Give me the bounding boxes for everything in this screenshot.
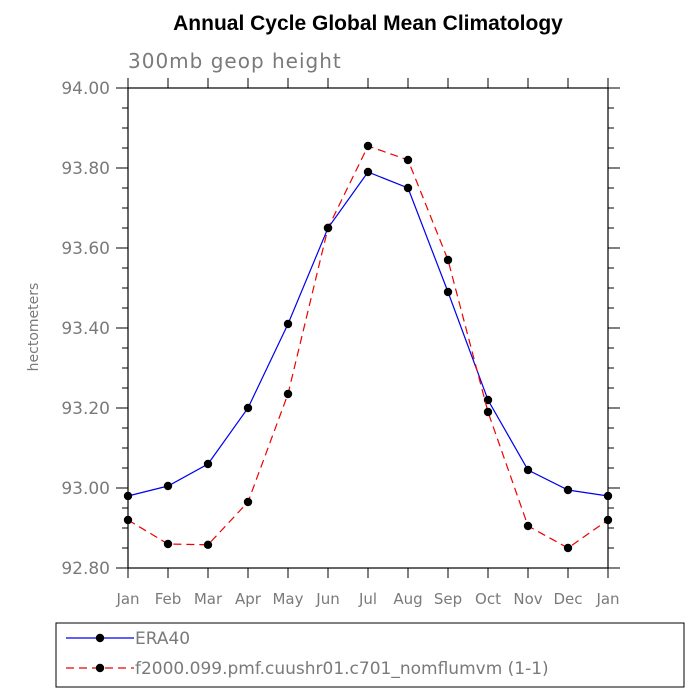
y-tick-label: 93.00 bbox=[61, 479, 110, 499]
data-point bbox=[483, 407, 493, 417]
data-point bbox=[163, 481, 173, 491]
data-point bbox=[283, 389, 293, 399]
chart-subtitle: 300mb geop height bbox=[128, 49, 342, 73]
data-point bbox=[523, 521, 533, 531]
data-point bbox=[443, 287, 453, 297]
data-point bbox=[563, 543, 573, 553]
x-tick-label: Apr bbox=[235, 590, 262, 608]
plot-frame bbox=[127, 87, 609, 569]
y-tick-label: 94.00 bbox=[61, 79, 110, 99]
y-axis-label: hectometers bbox=[26, 283, 42, 372]
y-tick-label: 93.60 bbox=[61, 239, 110, 259]
series-1 bbox=[123, 167, 613, 501]
data-point bbox=[283, 319, 293, 329]
legend-marker bbox=[95, 663, 105, 673]
x-tick-label: Dec bbox=[553, 590, 582, 608]
data-point bbox=[243, 497, 253, 507]
x-tick-label: Jun bbox=[315, 590, 339, 608]
series-2 bbox=[123, 141, 613, 553]
data-point bbox=[363, 167, 373, 177]
data-point bbox=[203, 459, 213, 469]
x-tick-label: May bbox=[272, 590, 303, 608]
series-line bbox=[127, 171, 609, 497]
x-tick-label: Oct bbox=[475, 590, 501, 608]
data-point bbox=[403, 183, 413, 193]
y-tick-label: 92.80 bbox=[61, 559, 110, 579]
data-point bbox=[443, 255, 453, 265]
x-tick-label: Aug bbox=[393, 590, 422, 608]
legend-label: ERA40 bbox=[135, 629, 190, 649]
x-tick-labels: Jan Feb Mar Apr May Jun Jul Aug Sep Oct Nov Dec Jan bbox=[115, 590, 619, 608]
legend-box bbox=[55, 622, 685, 688]
legend: ERA40 f2000.099.pmf.cuushr01.c701_nomflum… bbox=[55, 622, 685, 688]
x-tick-label: Mar bbox=[194, 590, 223, 608]
x-tick-label: Feb bbox=[155, 590, 182, 608]
data-point bbox=[203, 540, 213, 549]
chart-title: Annual Cycle Global Mean Climatology bbox=[173, 12, 563, 35]
series-line bbox=[127, 145, 609, 549]
y-tick-label: 93.80 bbox=[61, 159, 110, 179]
legend-entry: ERA40 bbox=[66, 629, 190, 649]
x-tick-label: Nov bbox=[513, 590, 542, 608]
data-point bbox=[403, 155, 413, 165]
legend-label: f2000.099.pmf.cuushr01.c701_nomflumvm (1… bbox=[135, 659, 549, 679]
legend-entry: f2000.099.pmf.cuushr01.c701_nomflumvm (1… bbox=[66, 659, 549, 679]
x-tick-label: Jan bbox=[595, 590, 619, 608]
data-point bbox=[163, 539, 173, 549]
x-tick-label: Jan bbox=[115, 590, 139, 608]
y-tick-labels: 92.80 93.00 93.20 93.40 93.60 93.80 94.00 bbox=[61, 79, 110, 579]
data-point bbox=[323, 223, 333, 233]
series-group bbox=[123, 141, 613, 553]
data-point bbox=[563, 485, 573, 495]
data-point bbox=[523, 465, 533, 475]
y-tick-label: 93.20 bbox=[61, 399, 110, 419]
x-tick-label: Jul bbox=[358, 590, 377, 608]
axis-ticks bbox=[116, 78, 620, 578]
data-point bbox=[363, 141, 373, 151]
y-tick-label: 93.40 bbox=[61, 319, 110, 339]
legend-marker bbox=[95, 633, 105, 643]
x-tick-label: Sep bbox=[434, 590, 462, 608]
data-point bbox=[243, 403, 253, 413]
